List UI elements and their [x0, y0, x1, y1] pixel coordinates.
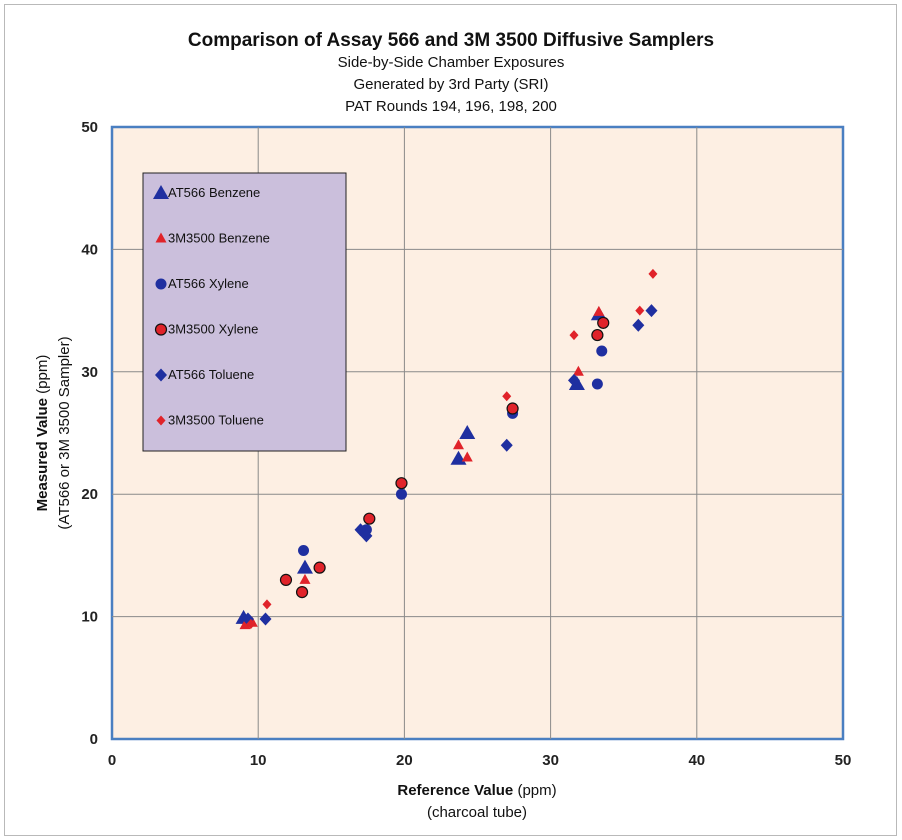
- point-at566-xylene: [591, 378, 603, 390]
- data-points: [235, 268, 658, 630]
- point-3m3500-xylene: [506, 402, 519, 415]
- legend-marker-at566-xylene: [155, 278, 167, 290]
- point-3m3500-benzene: [461, 451, 473, 462]
- legend-marker-at566-toluene: [155, 368, 167, 382]
- legend: AT566 Benzene 3M3500 Benzene AT566 Xylene 3…: [153, 185, 270, 428]
- point-3m3500-xylene: [279, 573, 293, 586]
- x-tick-label: 20: [396, 752, 413, 769]
- y-axis-title: Measured Value (ppm): [34, 355, 51, 512]
- legend-label-3m3500-benzene: 3M3500 Benzene: [168, 231, 270, 246]
- point-at566-toluene: [500, 438, 513, 452]
- point-3m3500-toluene: [246, 618, 256, 629]
- point-at566-toluene: [645, 304, 658, 318]
- legend-marker-3m3500-xylene: [154, 323, 168, 336]
- chart-frame: Comparison of Assay 566 and 3M 3500 Diff…: [4, 4, 897, 836]
- scatter-chart: Comparison of Assay 566 and 3M 3500 Diff…: [34, 30, 851, 821]
- y-tick-label: 10: [81, 609, 98, 626]
- x-tick-label: 40: [688, 752, 705, 769]
- point-at566-toluene: [567, 373, 580, 387]
- legend-marker-3m3500-benzene: [155, 232, 167, 243]
- point-3m3500-xylene: [313, 561, 326, 574]
- point-3m3500-toluene: [502, 391, 512, 402]
- legend-box: [142, 172, 347, 452]
- legend-label-3m3500-xylene: 3M3500 Xylene: [168, 322, 258, 337]
- point-3m3500-xylene: [395, 477, 408, 490]
- legend-label-3m3500-toluene: 3M3500 Toluene: [168, 413, 264, 428]
- y-tick-label: 40: [81, 241, 98, 258]
- y-axis-unit: (ppm): [34, 355, 51, 398]
- y-tick-label: 20: [81, 486, 98, 503]
- y-axis-label: Measured Value: [34, 398, 51, 511]
- chart-subtitle-1: Side-by-Side Chamber Exposures: [338, 54, 565, 71]
- legend-label-at566-benzene: AT566 Benzene: [168, 185, 260, 200]
- legend-marker-at566-benzene: [153, 185, 169, 199]
- point-3m3500-xylene: [591, 328, 604, 342]
- axis-ticks: 0 10 20 30 40 50 0 10 20 30 40 50: [81, 119, 851, 769]
- point-3m3500-toluene: [569, 330, 579, 341]
- point-3m3500-benzene: [299, 573, 311, 584]
- x-axis-subtitle: (charcoal tube): [427, 804, 527, 821]
- y-tick-label: 0: [90, 731, 98, 748]
- point-at566-xylene: [298, 545, 310, 557]
- point-at566-benzene: [459, 425, 476, 439]
- point-3m3500-toluene: [262, 599, 272, 610]
- point-at566-toluene: [632, 318, 645, 332]
- legend-label-at566-toluene: AT566 Toluene: [168, 367, 254, 382]
- point-at566-xylene: [395, 488, 407, 500]
- x-tick-label: 50: [835, 752, 852, 769]
- y-tick-label: 50: [81, 119, 98, 136]
- point-3m3500-xylene: [597, 316, 610, 329]
- point-3m3500-toluene: [635, 305, 645, 316]
- legend-label-at566-xylene: AT566 Xylene: [168, 276, 249, 291]
- x-axis-unit: (ppm): [513, 782, 556, 799]
- point-3m3500-benzene: [593, 305, 605, 316]
- y-axis-subtitle: (AT566 or 3M 3500 Sampler): [56, 336, 73, 529]
- point-3m3500-toluene: [648, 268, 658, 279]
- point-at566-xylene: [596, 345, 608, 357]
- legend-marker-3m3500-toluene: [156, 415, 166, 426]
- chart-subtitle-3: PAT Rounds 194, 196, 198, 200: [345, 98, 557, 115]
- y-tick-label: 30: [81, 364, 98, 381]
- x-axis-label: Reference Value: [397, 782, 513, 799]
- point-3m3500-benzene: [572, 365, 584, 376]
- x-tick-label: 10: [250, 752, 267, 769]
- point-3m3500-benzene: [452, 439, 464, 450]
- x-axis-title: Reference Value (ppm): [397, 782, 556, 799]
- x-tick-label: 30: [542, 752, 559, 769]
- point-at566-toluene: [360, 529, 373, 543]
- point-3m3500-xylene: [363, 512, 376, 525]
- chart-title: Comparison of Assay 566 and 3M 3500 Diff…: [188, 30, 714, 51]
- chart-subtitle-2: Generated by 3rd Party (SRI): [353, 76, 548, 93]
- point-at566-benzene: [296, 559, 313, 574]
- point-3m3500-xylene: [295, 586, 309, 599]
- point-at566-toluene: [259, 612, 272, 626]
- x-tick-label: 0: [108, 752, 116, 769]
